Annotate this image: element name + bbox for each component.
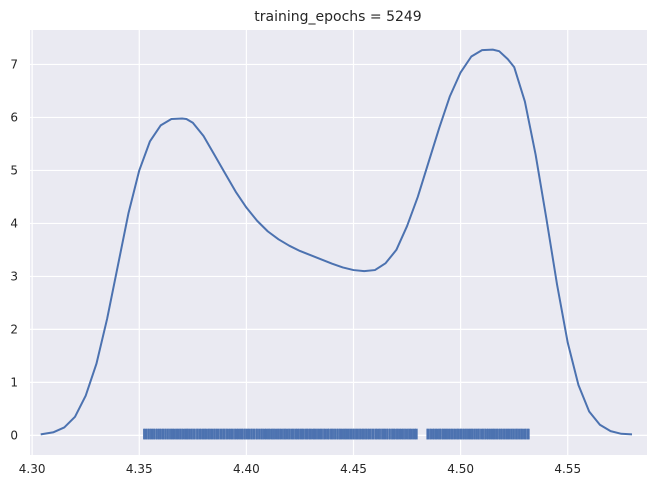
y-tick-label: 0 [10,428,18,442]
x-tick-label: 4.30 [19,462,46,476]
y-axis: 0 1 2 3 4 5 6 7 [10,57,18,442]
x-tick-label: 4.45 [340,462,367,476]
x-tick-label: 4.55 [554,462,581,476]
plot-area [30,30,647,455]
x-tick-label: 4.35 [126,462,153,476]
x-tick-label: 4.50 [447,462,474,476]
rug-marks [143,428,530,440]
y-tick-label: 5 [10,163,18,177]
chart-title: training_epochs = 5249 [254,9,421,25]
grid-lines [30,30,647,455]
y-tick-label: 1 [10,375,18,389]
x-axis: 4.30 4.35 4.40 4.45 4.50 4.55 [19,462,581,476]
kde-line [40,48,633,436]
y-tick-label: 2 [10,322,18,336]
y-tick-label: 6 [10,110,18,124]
kde-series [40,48,633,436]
y-tick-label: 3 [10,269,18,283]
x-tick-label: 4.40 [233,462,260,476]
y-tick-label: 7 [10,57,18,71]
y-tick-label: 4 [10,216,18,230]
